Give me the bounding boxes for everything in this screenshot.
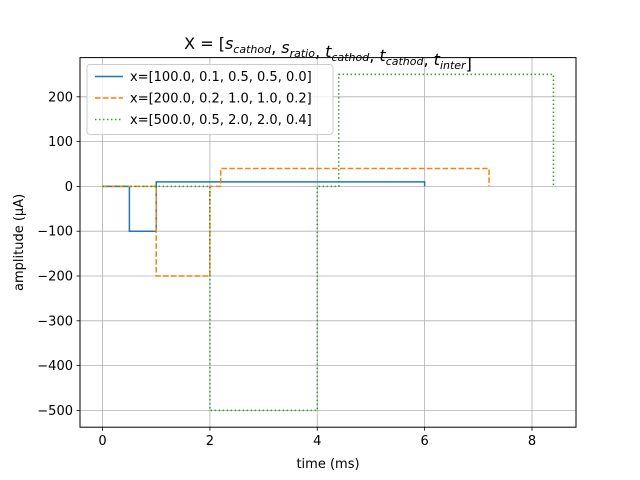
legend-label-3: x=[500.0, 0.5, 2.0, 2.0, 0.4] <box>130 113 312 128</box>
x-tick-label: 0 <box>98 434 106 449</box>
legend-box <box>86 64 334 135</box>
chart-title: X = [scathod, sratio, tcathod, tcathod, … <box>184 34 472 73</box>
y-tick-label: −200 <box>37 270 73 285</box>
x-tick-label: 8 <box>528 434 536 449</box>
legend: x=[100.0, 0.1, 0.5, 0.5, 0.0] x=[200.0, 0… <box>86 64 334 135</box>
y-tick-label: 200 <box>48 90 73 105</box>
y-tick-label: 0 <box>65 180 73 195</box>
y-tick-label: −500 <box>37 404 73 419</box>
x-tick-label: 4 <box>313 434 321 449</box>
series-group <box>102 73 555 412</box>
y-tick-label: −300 <box>37 314 73 329</box>
x-tick-label: 2 <box>206 434 214 449</box>
x-axis-title: time (ms) <box>296 457 359 472</box>
series-line-2 <box>102 167 490 277</box>
x-tick-label: 6 <box>420 434 428 449</box>
y-axis-title: amplitude (μA) <box>12 194 27 291</box>
y-tick-label: 100 <box>48 135 73 150</box>
plot-frame <box>79 57 577 428</box>
y-tick-label: −100 <box>37 225 73 240</box>
ticks: 0 2 4 6 8 −500 −400 −300 −200 −100 0 100 200 <box>37 90 536 449</box>
y-tick-label: −400 <box>37 359 73 374</box>
legend-label-2: x=[200.0, 0.2, 1.0, 1.0, 0.2] <box>130 92 312 107</box>
legend-label-1: x=[100.0, 0.1, 0.5, 0.5, 0.0] <box>130 70 312 85</box>
